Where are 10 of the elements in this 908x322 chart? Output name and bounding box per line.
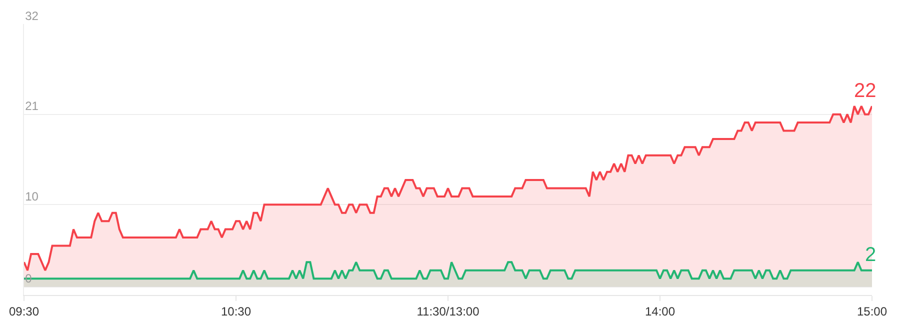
data-label: 22 (854, 80, 876, 102)
x-tick-label: 10:30 (220, 304, 252, 318)
x-tick-label: 09:30 (8, 304, 40, 318)
data-label: 2 (865, 244, 876, 266)
x-tick-label: 14:00 (644, 304, 676, 318)
x-tick-label: 11:30/13:00 (416, 304, 480, 318)
x-tick-label: 15:00 (856, 304, 888, 318)
y-tick-label: 21 (25, 99, 39, 114)
y-tick-label: 32 (25, 8, 39, 23)
y-tick-label: 10 (25, 189, 39, 204)
